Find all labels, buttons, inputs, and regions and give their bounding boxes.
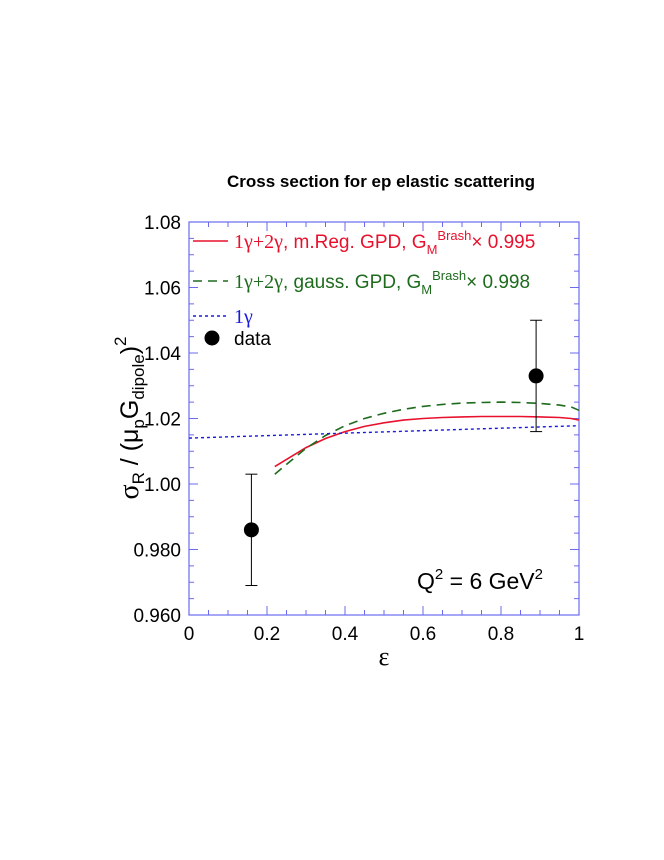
legend-mreg-prefix: 1γ+2γ bbox=[234, 231, 283, 253]
legend-swatch-data bbox=[204, 330, 220, 346]
y-label-sigma: σ bbox=[114, 484, 145, 499]
y-tick-label: 1.02 bbox=[144, 410, 181, 431]
series-line-1gamma bbox=[188, 425, 580, 439]
y-label-sub-p: p bbox=[129, 419, 148, 428]
legend-entry-data: data bbox=[234, 329, 271, 350]
series-layer bbox=[188, 401, 580, 475]
legend-gauss-sup: Brash bbox=[432, 268, 466, 283]
q2-sup2: 2 bbox=[535, 566, 543, 583]
legend-gauss-suffix: × 0.998 bbox=[466, 272, 530, 293]
y-label-g: G bbox=[116, 400, 144, 419]
legend-gauss-mid: , gauss. GPD, G bbox=[283, 272, 421, 293]
q2-q: Q bbox=[417, 568, 435, 594]
x-tick-label: 0.8 bbox=[488, 624, 514, 645]
x-axis-label: ε bbox=[379, 642, 390, 671]
data-point bbox=[528, 368, 544, 384]
y-tick-labels: 0.960 0.980 1.00 1.02 1.04 1.06 1.08 bbox=[133, 213, 181, 627]
y-label-sub-dipole: dipole bbox=[129, 354, 148, 399]
series-line-mreg-gpd bbox=[274, 415, 580, 468]
legend: 1γ+2γ, m.Reg. GPD, GMBrash× 0.995 1γ+2γ,… bbox=[193, 228, 535, 350]
y-label-open: / (μ bbox=[116, 429, 144, 473]
y-tick-label: 0.980 bbox=[133, 541, 181, 562]
x-tick-label: 0.6 bbox=[410, 624, 436, 645]
data-point bbox=[243, 522, 259, 538]
legend-mreg-sub: M bbox=[427, 242, 438, 257]
y-tick-label: 0.960 bbox=[133, 606, 181, 627]
y-axis-label: σR / (μpGdipole)2 bbox=[111, 336, 148, 499]
y-label-close: ) bbox=[116, 346, 144, 354]
axis-ticks bbox=[188, 221, 580, 616]
legend-entry-gauss: 1γ+2γ, gauss. GPD, GMBrash× 0.998 bbox=[234, 268, 530, 297]
x-tick-label: 1 bbox=[574, 624, 585, 645]
legend-entry-mreg: 1γ+2γ, m.Reg. GPD, GMBrash× 0.995 bbox=[234, 228, 535, 257]
y-label-sup-2: 2 bbox=[111, 336, 130, 345]
legend-entry-1gamma: 1γ bbox=[234, 306, 253, 328]
x-tick-label: 0.2 bbox=[254, 624, 280, 645]
x-tick-labels: 0 0.2 0.4 0.6 0.8 1 bbox=[184, 624, 585, 645]
y-tick-label: 1.08 bbox=[144, 213, 181, 234]
legend-mreg-suffix: × 0.995 bbox=[471, 232, 535, 253]
series-line-gauss-gpd bbox=[274, 401, 580, 475]
data-points bbox=[243, 319, 544, 587]
q2-sup1: 2 bbox=[435, 566, 443, 583]
y-tick-label: 1.06 bbox=[144, 279, 181, 300]
y-label-sub-r: R bbox=[129, 472, 148, 484]
chart-title: Cross section for ep elastic scattering bbox=[227, 172, 535, 191]
x-tick-label: 0.4 bbox=[332, 624, 359, 645]
legend-gauss-prefix: 1γ+2γ bbox=[234, 271, 283, 293]
q2-annotation: Q2 = 6 GeV2 bbox=[417, 566, 543, 594]
legend-mreg-mid: , m.Reg. GPD, G bbox=[283, 232, 427, 253]
legend-mreg-sup: Brash bbox=[437, 228, 471, 243]
y-tick-label: 1.00 bbox=[144, 475, 181, 496]
legend-gauss-sub: M bbox=[421, 282, 432, 297]
q2-mid: = 6 GeV bbox=[443, 568, 535, 594]
y-tick-label: 1.04 bbox=[144, 344, 181, 365]
x-tick-label: 0 bbox=[184, 624, 195, 645]
